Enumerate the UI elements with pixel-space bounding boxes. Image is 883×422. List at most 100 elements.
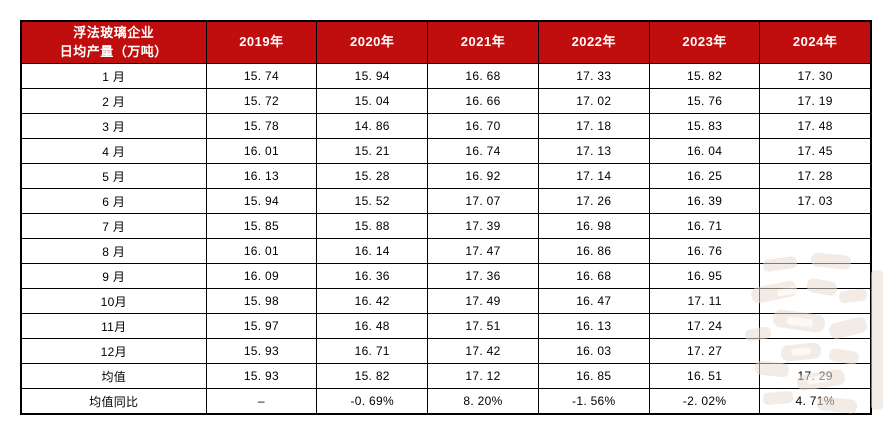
value-cell: 16. 71 <box>316 338 429 364</box>
value-cell: 17. 29 <box>759 363 872 389</box>
table-row: 4 月 16. 01 15. 21 16. 74 17. 13 16. 04 17. 45 <box>20 138 872 164</box>
value-cell: 17. 03 <box>759 188 872 214</box>
value-cell: 15. 88 <box>316 213 429 239</box>
table-row: 均值 15. 93 15. 82 17. 12 16. 85 16. 51 17. 29 <box>20 363 872 389</box>
value-cell: 8. 20% <box>427 388 539 415</box>
value-cell: 15. 93 <box>205 363 318 389</box>
value-cell: 17. 27 <box>648 338 761 364</box>
value-cell: 16. 36 <box>316 263 429 289</box>
value-cell: 15. 04 <box>316 88 429 114</box>
value-cell: 16. 01 <box>205 238 318 264</box>
value-cell <box>759 263 872 289</box>
value-cell: 17. 30 <box>759 63 872 89</box>
value-cell: 15. 94 <box>316 63 429 89</box>
value-cell <box>759 313 872 339</box>
value-cell: 17. 36 <box>427 263 539 289</box>
value-cell: 16. 01 <box>205 138 318 164</box>
value-cell: 17. 12 <box>427 363 539 389</box>
corner-header-line1: 浮法玻璃企业 <box>73 24 155 40</box>
value-cell: 15. 85 <box>205 213 318 239</box>
value-cell: 16. 95 <box>648 263 761 289</box>
value-cell: 17. 47 <box>427 238 539 264</box>
value-cell: -2. 02% <box>648 388 761 415</box>
value-cell: 16. 66 <box>427 88 539 114</box>
value-cell: 15. 98 <box>205 288 318 314</box>
row-label: 12月 <box>20 338 207 364</box>
value-cell: 16. 98 <box>537 213 650 239</box>
table-row: 均值同比 – -0. 69% 8. 20% -1. 56% -2. 02% 4. 71% <box>20 388 872 415</box>
value-cell: -0. 69% <box>316 388 429 415</box>
row-label: 4 月 <box>20 138 207 164</box>
value-cell: 16. 03 <box>537 338 650 364</box>
value-cell: 17. 45 <box>759 138 872 164</box>
year-header-2019: 2019年 <box>205 20 318 64</box>
table-row: 9 月 16. 09 16. 36 17. 36 16. 68 16. 95 <box>20 263 872 289</box>
corner-header: 浮法玻璃企业 日均产量（万吨） <box>20 20 207 64</box>
value-cell: 15. 82 <box>648 63 761 89</box>
row-label: 11月 <box>20 313 207 339</box>
year-header-2022: 2022年 <box>537 20 650 64</box>
row-label: 1 月 <box>20 63 207 89</box>
production-table-container: 浮法玻璃企业 日均产量（万吨） 2019年 2020年 2021年 2022年 … <box>20 20 872 415</box>
value-cell: 17. 13 <box>537 138 650 164</box>
value-cell: 17. 26 <box>537 188 650 214</box>
value-cell: 16. 39 <box>648 188 761 214</box>
value-cell: 17. 42 <box>427 338 539 364</box>
value-cell: 15. 97 <box>205 313 318 339</box>
year-header-2020: 2020年 <box>316 20 429 64</box>
table-header: 浮法玻璃企业 日均产量（万吨） 2019年 2020年 2021年 2022年 … <box>20 20 872 64</box>
table-row: 1 月 15. 74 15. 94 16. 68 17. 33 15. 82 17. 30 <box>20 63 872 89</box>
row-label: 7 月 <box>20 213 207 239</box>
value-cell: 17. 02 <box>537 88 650 114</box>
value-cell: 17. 14 <box>537 163 650 189</box>
value-cell: 17. 07 <box>427 188 539 214</box>
value-cell: 15. 21 <box>316 138 429 164</box>
value-cell: 16. 14 <box>316 238 429 264</box>
table-row: 7 月 15. 85 15. 88 17. 39 16. 98 16. 71 <box>20 213 872 239</box>
value-cell: 17. 19 <box>759 88 872 114</box>
table-row: 6 月 15. 94 15. 52 17. 07 17. 26 16. 39 17. 03 <box>20 188 872 214</box>
value-cell: 17. 49 <box>427 288 539 314</box>
table-row: 8 月 16. 01 16. 14 17. 47 16. 86 16. 76 <box>20 238 872 264</box>
table-row: 3 月 15. 78 14. 86 16. 70 17. 18 15. 83 17. 48 <box>20 113 872 139</box>
production-table: 浮法玻璃企业 日均产量（万吨） 2019年 2020年 2021年 2022年 … <box>20 20 872 415</box>
value-cell: 4. 71% <box>759 388 872 415</box>
header-row: 浮法玻璃企业 日均产量（万吨） 2019年 2020年 2021年 2022年 … <box>20 20 872 64</box>
value-cell: 16. 68 <box>537 263 650 289</box>
year-header-2024: 2024年 <box>759 20 872 64</box>
value-cell: 16. 74 <box>427 138 539 164</box>
value-cell: 16. 68 <box>427 63 539 89</box>
value-cell <box>759 238 872 264</box>
year-header-2021: 2021年 <box>427 20 539 64</box>
value-cell: 15. 74 <box>205 63 318 89</box>
value-cell <box>759 288 872 314</box>
row-label: 8 月 <box>20 238 207 264</box>
value-cell: 17. 39 <box>427 213 539 239</box>
value-cell: 16. 70 <box>427 113 539 139</box>
row-label: 均值同比 <box>20 388 207 415</box>
value-cell: 16. 48 <box>316 313 429 339</box>
value-cell: 16. 04 <box>648 138 761 164</box>
value-cell: 17. 51 <box>427 313 539 339</box>
value-cell: 16. 92 <box>427 163 539 189</box>
value-cell: 17. 24 <box>648 313 761 339</box>
value-cell: 16. 13 <box>205 163 318 189</box>
value-cell: 15. 83 <box>648 113 761 139</box>
value-cell: 15. 82 <box>316 363 429 389</box>
row-label: 9 月 <box>20 263 207 289</box>
value-cell: 15. 28 <box>316 163 429 189</box>
row-label: 5 月 <box>20 163 207 189</box>
corner-header-line2: 日均产量（万吨） <box>59 43 168 59</box>
value-cell: 15. 93 <box>205 338 318 364</box>
value-cell: 16. 86 <box>537 238 650 264</box>
value-cell: 16. 25 <box>648 163 761 189</box>
value-cell: 16. 13 <box>537 313 650 339</box>
value-cell: 15. 76 <box>648 88 761 114</box>
value-cell: 15. 52 <box>316 188 429 214</box>
row-label: 2 月 <box>20 88 207 114</box>
row-label: 均值 <box>20 363 207 389</box>
value-cell: -1. 56% <box>537 388 650 415</box>
value-cell: 16. 42 <box>316 288 429 314</box>
value-cell: 16. 51 <box>648 363 761 389</box>
